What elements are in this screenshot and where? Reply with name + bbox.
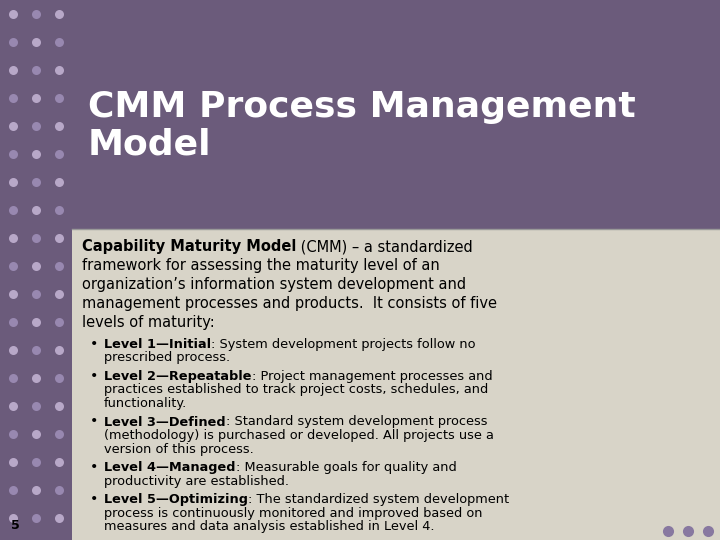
Text: Level 2—Repeatable: Level 2—Repeatable [104,370,251,383]
Text: •: • [90,415,98,429]
Text: Model: Model [88,127,212,161]
Text: •: • [90,369,98,383]
Text: productivity are established.: productivity are established. [104,475,289,488]
Text: •: • [90,492,98,506]
Text: CMM Process Management: CMM Process Management [88,90,636,124]
Text: process is continuously monitored and improved based on: process is continuously monitored and im… [104,507,482,519]
Text: •: • [90,460,98,474]
Bar [72,229,720,540]
Text: •: • [90,337,98,351]
Text: levels of maturity:: levels of maturity: [82,315,215,330]
Text: : Measurable goals for quality and: : Measurable goals for quality and [235,461,456,474]
Text: practices established to track project costs, schedules, and: practices established to track project c… [104,383,488,396]
Text: : System development projects follow no: : System development projects follow no [211,338,476,351]
Text: framework for assessing the maturity level of an: framework for assessing the maturity lev… [82,258,440,273]
Text: : Standard system development process: : Standard system development process [225,415,487,429]
Text: version of this process.: version of this process. [104,442,253,456]
Text: Level 5—Optimizing: Level 5—Optimizing [104,493,248,506]
Text: Capability Maturity Model: Capability Maturity Model [82,239,297,254]
Text: Level 4—Managed: Level 4—Managed [104,461,235,474]
Text: prescribed process.: prescribed process. [104,352,230,365]
Text: measures and data analysis established in Level 4.: measures and data analysis established i… [104,520,434,533]
Text: Level 3—Defined: Level 3—Defined [104,415,225,429]
Text: (methodology) is purchased or developed. All projects use a: (methodology) is purchased or developed.… [104,429,494,442]
Text: organization’s information system development and: organization’s information system develo… [82,277,466,292]
Text: (CMM) – a standardized: (CMM) – a standardized [297,239,473,254]
Text: functionality.: functionality. [104,397,187,410]
Text: : The standardized system development: : The standardized system development [248,493,509,506]
Bar [0,0,72,540]
Text: 5: 5 [11,519,19,532]
Text: Level 1—Initial: Level 1—Initial [104,338,211,351]
Text: : Project management processes and: : Project management processes and [251,370,492,383]
Bar [72,0,720,229]
Text: management processes and products.  It consists of five: management processes and products. It co… [82,296,497,311]
